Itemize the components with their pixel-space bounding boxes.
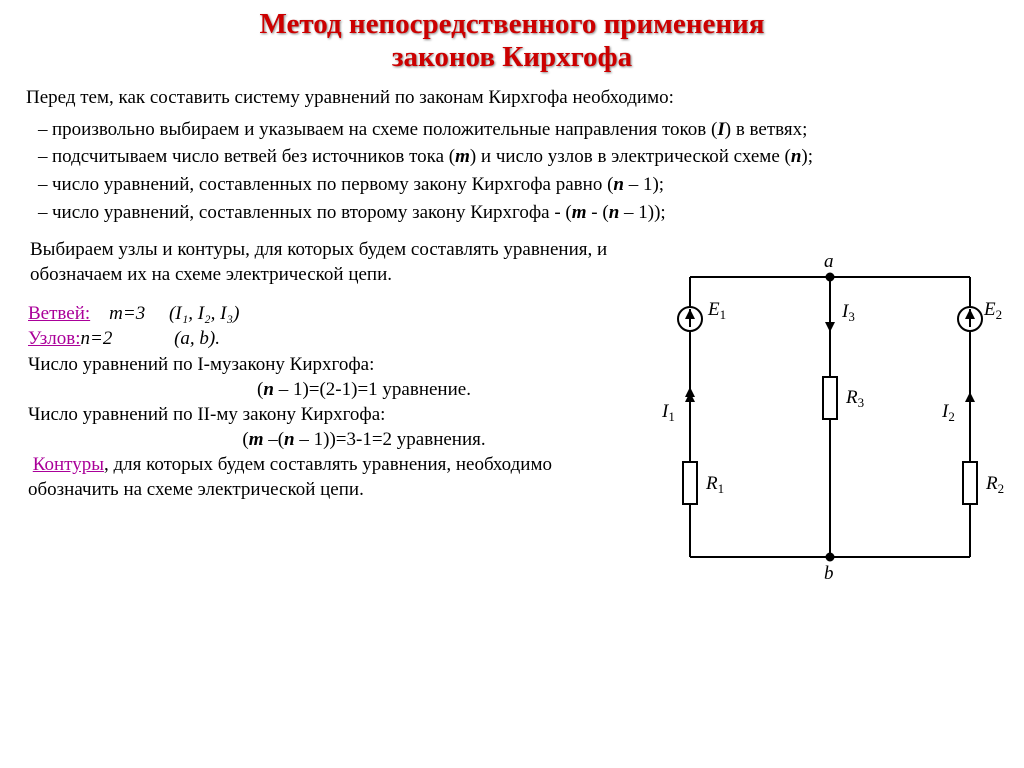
- law2-intro: Число уравнений по II-му закону Кирхгофа…: [28, 402, 640, 427]
- svg-text:a: a: [824, 251, 834, 272]
- nodes-line: Узлов:n=2 (a, b).: [28, 326, 640, 351]
- title-line1: Метод непосредственного применения: [260, 8, 765, 40]
- bullet-list: –произвольно выбираем и указываем на схе…: [20, 117, 1004, 226]
- svg-text:R3: R3: [845, 387, 864, 410]
- bullet-3: –число уравнений, составленных по первом…: [38, 172, 1004, 198]
- equations-block: Ветвей: m=3 (I₁, I₂, I₃) Узлов:n=2 (a, b…: [20, 301, 640, 502]
- law1-intro: Число уравнений по I-музакону Кирхгофа:: [28, 352, 640, 377]
- circuit-svg: a b E1 R1 I1 E2 R2 I2 I3 R3: [650, 237, 1010, 597]
- branches-line: Ветвей: m=3 (I₁, I₂, I₃): [28, 301, 640, 326]
- paragraph-choose: Выбираем узлы и контуры, для которых буд…: [20, 237, 640, 287]
- svg-text:b: b: [824, 563, 834, 584]
- circuit-diagram: a b E1 R1 I1 E2 R2 I2 I3 R3: [650, 237, 1010, 597]
- svg-text:R1: R1: [705, 473, 724, 496]
- law1-calc: (n – 1)=(2-1)=1 уравнение.: [28, 377, 640, 402]
- svg-text:E1: E1: [707, 299, 726, 322]
- contours-line: Контуры, для которых будем составлять ур…: [28, 452, 640, 502]
- slide-title: Метод непосредственного применения закон…: [20, 8, 1004, 75]
- svg-text:R2: R2: [985, 473, 1004, 496]
- svg-text:I1: I1: [661, 401, 675, 424]
- lower-content: Выбираем узлы и контуры, для которых буд…: [20, 237, 1004, 597]
- svg-text:E2: E2: [983, 299, 1002, 322]
- bullet-4: –число уравнений, составленных по втором…: [38, 200, 1004, 226]
- title-line2: законов Кирхгофа: [392, 41, 632, 73]
- bullet-1: –произвольно выбираем и указываем на схе…: [38, 117, 1004, 143]
- svg-text:I3: I3: [841, 301, 855, 324]
- intro-text: Перед тем, как составить систему уравнен…: [20, 87, 1004, 109]
- text-column: Выбираем узлы и контуры, для которых буд…: [20, 237, 640, 597]
- law2-calc: (m –(n – 1))=3-1=2 уравнения.: [28, 427, 640, 452]
- bullet-2: –подсчитываем число ветвей без источнико…: [38, 144, 1004, 170]
- svg-text:I2: I2: [941, 401, 955, 424]
